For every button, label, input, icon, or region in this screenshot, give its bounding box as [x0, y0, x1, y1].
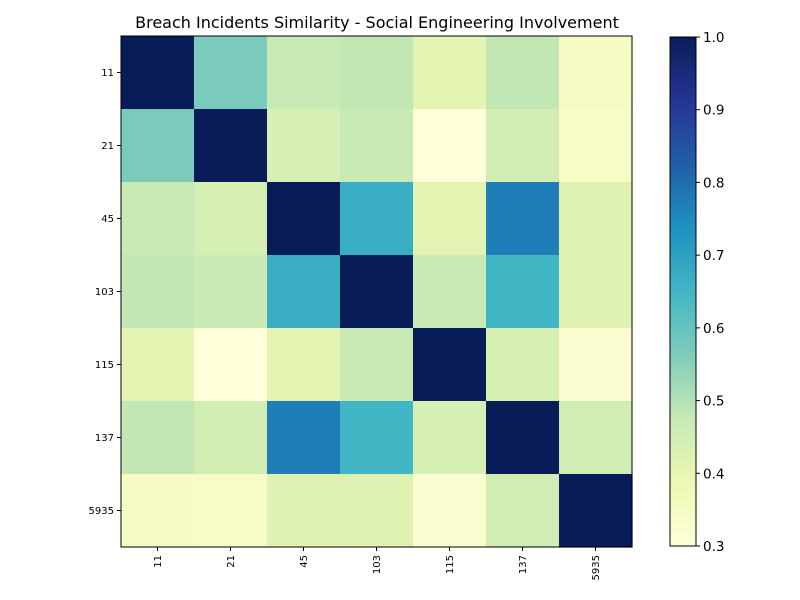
colorbar-tick-label: 0.4 [703, 466, 724, 482]
heatmap-cell [340, 328, 414, 402]
y-tick-label: 21 [101, 141, 114, 152]
heatmap-cell [486, 401, 560, 475]
colorbar-ticks: 0.3 0.4 0.5 0.6 0.7 0.8 0.9 1.0 [696, 30, 724, 555]
heatmap-cell [413, 474, 487, 548]
y-tick-label: 5935 [89, 506, 114, 517]
heatmap-cell [121, 255, 195, 329]
y-tick-label: 45 [101, 214, 114, 225]
heatmap-cell [486, 109, 560, 183]
heatmap-cell [121, 109, 195, 183]
heatmap-cell [559, 109, 633, 183]
heatmap-cell [486, 474, 560, 548]
heatmap-cell [486, 328, 560, 402]
heatmap-cell [413, 182, 487, 256]
heatmap-cell [267, 36, 341, 110]
heatmap-cell [559, 328, 633, 402]
colorbar-tick-label: 0.8 [703, 175, 724, 191]
heatmap-cell [413, 328, 487, 402]
heatmap-cell [267, 255, 341, 329]
heatmap-cell [121, 401, 195, 475]
heatmap-cell [413, 255, 487, 329]
heatmap-cell [559, 474, 633, 548]
heatmap-cell [121, 182, 195, 256]
heatmap-cell [340, 109, 414, 183]
y-tick-label: 137 [95, 433, 114, 444]
heatmap-cell [194, 401, 268, 475]
heatmap-cell [340, 182, 414, 256]
heatmap-cell [486, 182, 560, 256]
x-tick-label: 45 [299, 555, 310, 568]
heatmap-cell [559, 36, 633, 110]
heatmap-cell [486, 255, 560, 329]
heatmap-cell [413, 401, 487, 475]
heatmap-cell [340, 36, 414, 110]
heatmap-cell [413, 36, 487, 110]
x-axis-ticks: 11 21 45 103 115 137 5935 [153, 547, 602, 580]
heatmap-cell [194, 255, 268, 329]
colorbar: 0.3 0.4 0.5 0.6 0.7 0.8 0.9 1.0 [669, 30, 724, 555]
colorbar-tick-label: 0.9 [703, 103, 724, 119]
heatmap-cell [194, 109, 268, 183]
y-tick-label: 115 [95, 360, 114, 371]
colorbar-tick-label: 0.7 [703, 248, 724, 264]
y-tick-label: 103 [95, 287, 114, 298]
heatmap-cell [267, 109, 341, 183]
heatmap-cell [559, 255, 633, 329]
colorbar-tick-label: 0.3 [703, 539, 724, 555]
heatmap-cell [121, 36, 195, 110]
colorbar-tick-label: 0.6 [703, 321, 724, 337]
heatmap-cell [121, 328, 195, 402]
heatmap-cell [267, 328, 341, 402]
x-tick-label: 137 [518, 555, 529, 574]
colorbar-tick-label: 0.5 [703, 394, 724, 410]
heatmap-cell [267, 474, 341, 548]
heatmap-cell [340, 474, 414, 548]
heatmap-cell [340, 255, 414, 329]
x-tick-label: 11 [153, 555, 164, 568]
x-tick-label: 21 [226, 555, 237, 568]
chart-title: Breach Incidents Similarity - Social Eng… [135, 13, 619, 32]
y-tick-label: 11 [101, 68, 114, 79]
colorbar-gradient [669, 36, 697, 547]
heatmap-cell [121, 474, 195, 548]
heatmap-cell [194, 182, 268, 256]
colorbar-tick-label: 1.0 [703, 30, 724, 46]
heatmap-cell [413, 109, 487, 183]
y-axis-ticks: 11 21 45 103 115 137 5935 [89, 68, 121, 517]
heatmap-cell [559, 182, 633, 256]
heatmap-cell [486, 36, 560, 110]
heatmap-cell [194, 474, 268, 548]
heatmap-cell [340, 401, 414, 475]
x-tick-label: 5935 [591, 555, 602, 580]
x-tick-label: 115 [445, 555, 456, 574]
heatmap-cell [267, 182, 341, 256]
x-tick-label: 103 [372, 555, 383, 574]
heatmap-cell [559, 401, 633, 475]
heatmap-cell [194, 36, 268, 110]
heatmap-cell [267, 401, 341, 475]
heatmap-cells [121, 36, 633, 548]
heatmap-cell [194, 328, 268, 402]
